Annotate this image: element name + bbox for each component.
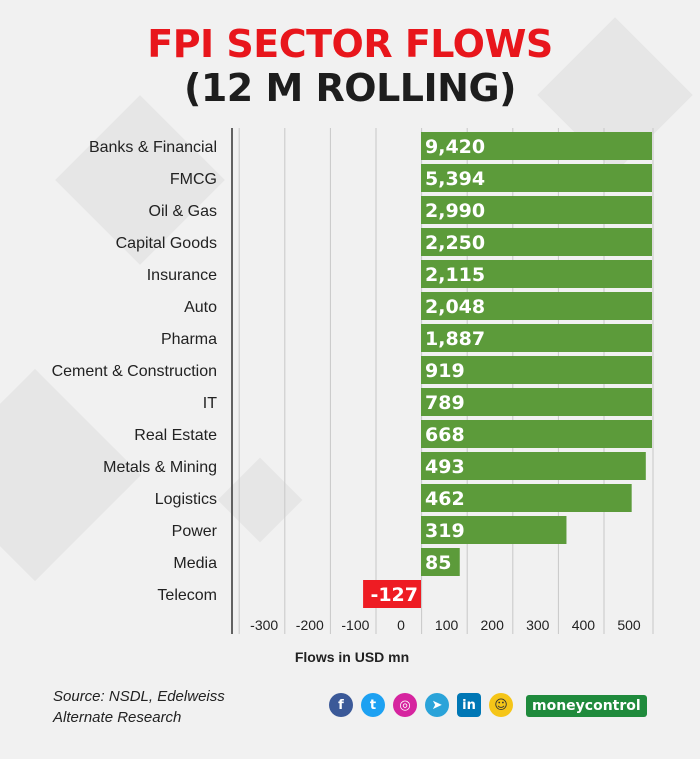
- x-tick-label: 400: [572, 617, 596, 633]
- category-label: Power: [172, 523, 218, 540]
- chart-subtitle: (12 M ROLLING): [183, 66, 517, 110]
- category-label: Insurance: [147, 267, 217, 284]
- x-tick-label: 0: [397, 617, 405, 633]
- bar: [421, 228, 652, 256]
- data-label: 85: [425, 552, 451, 574]
- data-label: 493: [425, 456, 465, 478]
- bar: [421, 260, 652, 288]
- data-label: 2,250: [425, 232, 485, 254]
- social-icons: f t ◎ ➤ in ☺: [329, 693, 513, 717]
- data-label: 2,048: [425, 296, 485, 318]
- x-tick-label: 300: [526, 617, 550, 633]
- category-label: FMCG: [170, 171, 217, 188]
- data-label: 2,990: [425, 200, 485, 222]
- brand-logo: moneycontrol: [526, 695, 647, 717]
- data-label: 668: [425, 424, 465, 446]
- category-label: Auto: [184, 299, 217, 316]
- x-tick-label: -100: [341, 617, 369, 633]
- category-label: Cement & Construction: [52, 363, 217, 380]
- category-label: Media: [173, 555, 217, 572]
- bars: 9,420 5,394 2,990 2,250 2,115 2,048 1,887 919 78…: [363, 132, 652, 608]
- bar: [421, 292, 652, 320]
- bar: [421, 324, 652, 352]
- category-label: Banks & Financial: [89, 139, 217, 156]
- telegram-icon[interactable]: ➤: [425, 693, 449, 717]
- data-label: 319: [425, 520, 465, 542]
- data-label: 5,394: [425, 168, 485, 190]
- category-label: Metals & Mining: [103, 459, 217, 476]
- tick-labels: -300 -200 -100 0 100 200 300 400 500: [250, 617, 641, 633]
- x-tick-label: -200: [296, 617, 324, 633]
- x-tick-label: -300: [250, 617, 278, 633]
- bar-chart: 9,420 5,394 2,990 2,250 2,115 2,048 1,887 919 78…: [52, 128, 654, 634]
- bar: [421, 132, 652, 160]
- bar: [421, 452, 646, 480]
- category-label: Oil & Gas: [149, 203, 217, 220]
- source-note: Source: NSDL, Edelweiss Alternate Resear…: [53, 688, 225, 726]
- bar: [421, 420, 652, 448]
- instagram-icon[interactable]: ◎: [393, 693, 417, 717]
- data-label: 462: [425, 488, 465, 510]
- bar: [421, 548, 460, 576]
- category-label: Logistics: [155, 491, 217, 508]
- data-label: -127: [370, 584, 418, 606]
- bar: [421, 516, 567, 544]
- data-label: 2,115: [425, 264, 485, 286]
- data-label: 789: [425, 392, 465, 414]
- x-tick-label: 200: [481, 617, 505, 633]
- x-axis-label: Flows in USD mn: [294, 649, 410, 665]
- bar: [421, 484, 632, 512]
- category-label: Telecom: [157, 587, 217, 604]
- facebook-icon[interactable]: f: [329, 693, 353, 717]
- chart-title: FPI SECTOR FLOWS: [147, 22, 553, 66]
- category-label: Real Estate: [134, 427, 217, 444]
- data-label: 1,887: [425, 328, 485, 350]
- bar: [421, 356, 652, 384]
- bar: [421, 196, 652, 224]
- linkedin-icon[interactable]: in: [457, 693, 481, 717]
- twitter-icon[interactable]: t: [361, 693, 385, 717]
- data-label: 9,420: [425, 136, 485, 158]
- x-tick-label: 100: [435, 617, 459, 633]
- x-tick-label: 500: [617, 617, 641, 633]
- category-label: Capital Goods: [116, 235, 217, 252]
- bar: [421, 388, 652, 416]
- category-label: IT: [203, 395, 217, 412]
- bar: [363, 580, 421, 608]
- data-label: 919: [425, 360, 465, 382]
- snapchat-icon[interactable]: ☺: [489, 693, 513, 717]
- bar: [421, 164, 652, 192]
- category-labels: Banks & Financial FMCG Oil & Gas Capital Go…: [52, 139, 218, 604]
- category-label: Pharma: [161, 331, 217, 348]
